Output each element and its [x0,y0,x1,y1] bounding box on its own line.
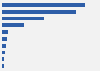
Bar [2,30,8,34]
Bar [2,58,4,61]
Bar [2,3,85,7]
Bar [2,17,44,20]
Bar [2,44,6,48]
Bar [2,23,24,27]
Bar [2,37,7,41]
Bar [2,64,4,68]
Bar [2,10,76,13]
Bar [2,51,5,54]
